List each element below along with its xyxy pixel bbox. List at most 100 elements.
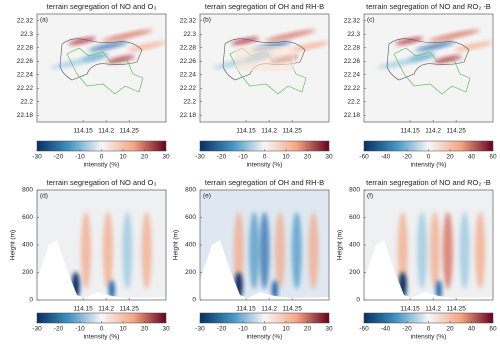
x-tick-label: 114.2: [98, 128, 114, 135]
y-tick-label: 22.2: [183, 98, 196, 105]
field-streak: [264, 29, 316, 42]
field-plume: [397, 212, 408, 289]
field-streak: [428, 29, 480, 42]
colorbar-tick-label: -10: [238, 326, 248, 333]
colorbar-tick-label: -10: [75, 154, 85, 161]
plot-frame: [36, 13, 167, 123]
heatmap-field: [200, 190, 329, 300]
colorbar-tick-label: -60: [359, 326, 369, 333]
panel-label: (e): [203, 193, 211, 200]
panel-title: terrain segregation of NO and RO₂ -B: [366, 178, 491, 187]
y-tick-label: 22.3: [347, 31, 360, 38]
colorbar-tick-label: -30: [195, 154, 205, 161]
panel-label: (d): [40, 193, 48, 200]
y-tick-label: 22.28: [180, 44, 197, 51]
colorbar-tick-label: 10: [119, 326, 127, 333]
field-streak: [434, 55, 462, 64]
y-tick-label: 22.18: [180, 112, 197, 119]
colorbar-tick-label: -20: [217, 154, 227, 161]
x-tick-label: 114.25: [446, 306, 466, 313]
colorbar-tick-label: -60: [359, 154, 369, 161]
x-tick-label: 114.25: [282, 306, 302, 313]
colorbar-tick-label: -20: [54, 326, 64, 333]
y-axis-label: Height (m): [10, 230, 17, 260]
colorbar-tick-label: -10: [75, 326, 85, 333]
colorbar-tick-label: 60: [489, 154, 497, 161]
y-tick-label: 22.22: [17, 85, 34, 92]
colorbar-label: intensity (%): [84, 334, 120, 341]
y-axis-label: Height (m): [173, 230, 180, 260]
colorbar-tick-label: 20: [446, 326, 454, 333]
field-core: [271, 280, 278, 300]
colorbar-tick-label: 20: [141, 326, 149, 333]
panel-title: terrain segregation of NO and O₃: [47, 178, 157, 187]
y-tick-label: 22.24: [344, 71, 361, 78]
colorbar-tick-label: -30: [195, 326, 205, 333]
field-plume: [475, 212, 486, 289]
colorbar-tick-label: -20: [402, 154, 412, 161]
colorbar-tick-label: -20: [54, 154, 64, 161]
colorbar-tick-label: 0: [427, 326, 431, 333]
x-tick-label: 114.25: [282, 128, 302, 135]
y-tick-label: 800: [185, 187, 196, 194]
y-tick-label: 0: [356, 297, 360, 304]
y-tick-label: 22.26: [180, 58, 197, 65]
field-streak: [68, 37, 96, 45]
field-streak: [290, 41, 329, 52]
colorbar-label: intensity (%): [247, 334, 283, 341]
y-tick-label: 0: [29, 297, 33, 304]
y-tick-label: 22.22: [180, 85, 197, 92]
field-core: [435, 280, 442, 300]
x-tick-label: 114.15: [400, 306, 420, 313]
y-tick-label: 22.2: [20, 98, 33, 105]
colorbar-tick-label: -30: [32, 154, 42, 161]
panel-title: terrain segregation of NO and RO₂ -B: [366, 2, 491, 11]
colorbar-tick-label: 0: [427, 154, 431, 161]
colorbar-tick-label: 0: [100, 326, 104, 333]
y-tick-label: 400: [22, 242, 33, 249]
heatmap-field: [37, 14, 166, 122]
colorbar-tick-label: 40: [468, 326, 476, 333]
colorbar-tick-label: 30: [162, 154, 170, 161]
field-plume: [259, 212, 270, 289]
colorbar-tick-label: 10: [119, 154, 127, 161]
field-streak: [50, 56, 102, 69]
field-streak: [377, 56, 429, 69]
y-tick-label: 800: [22, 187, 33, 194]
field-noise: [235, 46, 295, 71]
field-plume: [274, 212, 285, 289]
y-tick-label: 22.32: [17, 17, 34, 24]
field-streak: [395, 37, 423, 45]
field-core: [108, 280, 115, 300]
y-tick-label: 22.3: [183, 31, 196, 38]
colorbar-tick-label: 10: [282, 154, 290, 161]
y-tick-label: 22.2: [347, 98, 360, 105]
field-plume: [291, 212, 302, 289]
terrain: [37, 240, 166, 300]
field-plume: [102, 212, 113, 289]
y-tick-label: 400: [185, 242, 196, 249]
field-plume: [429, 212, 440, 289]
y-tick-label: 600: [22, 214, 33, 221]
y-tick-label: 22.18: [344, 112, 361, 119]
y-tick-label: 800: [349, 187, 360, 194]
colorbar-tick-label: 20: [446, 154, 454, 161]
colorbar-tick-label: 40: [468, 154, 476, 161]
colorbar-label: intensity (%): [247, 162, 283, 169]
field-streak: [107, 55, 135, 64]
heatmap-field: [364, 190, 493, 300]
panel-title: terrain segregation of NO and O₃: [47, 2, 157, 11]
colorbar-tick-label: -10: [238, 154, 248, 161]
colorbar-tick-label: -20: [217, 326, 227, 333]
plot-frame: [363, 13, 494, 123]
x-tick-label: 114.25: [119, 306, 139, 313]
x-tick-label: 114.2: [425, 306, 441, 313]
x-tick-label: 114.25: [446, 128, 466, 135]
colorbar-tick-label: 30: [162, 326, 170, 333]
y-tick-label: 200: [185, 269, 196, 276]
field-plume: [233, 212, 244, 289]
colorbar-tick-label: 60: [489, 326, 497, 333]
x-tick-label: 114.25: [119, 128, 139, 135]
field-streak: [415, 41, 455, 52]
y-tick-label: 22.32: [344, 17, 361, 24]
